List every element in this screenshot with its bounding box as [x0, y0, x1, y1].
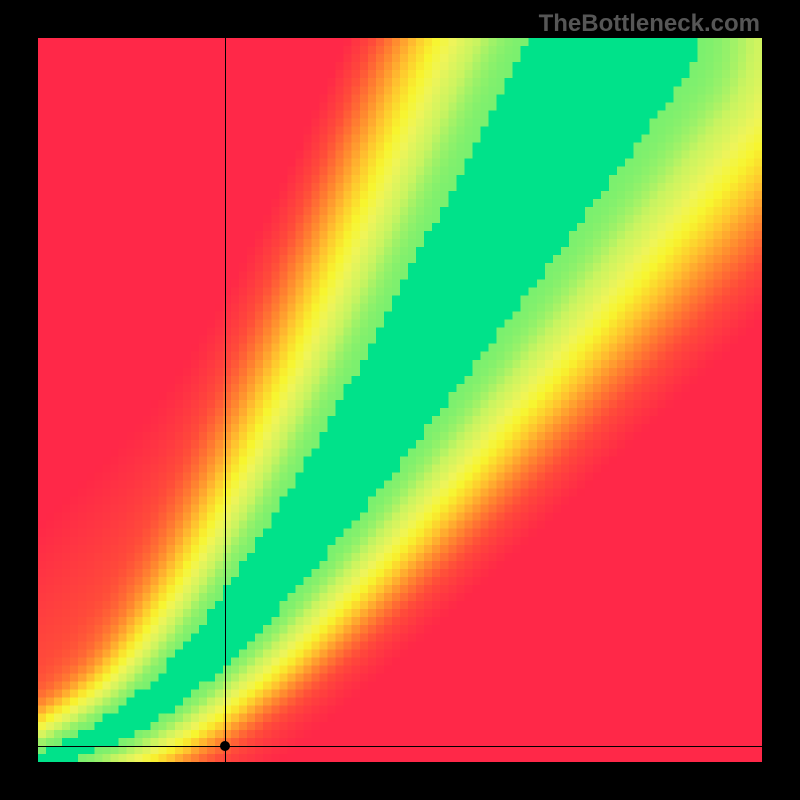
bottleneck-heatmap-canvas — [38, 38, 762, 762]
watermark-text: TheBottleneck.com — [539, 10, 760, 38]
crosshair-vertical-line — [225, 38, 226, 762]
crosshair-marker-dot — [220, 741, 230, 751]
chart-container: TheBottleneck.com — [0, 0, 800, 800]
plot-area — [38, 38, 762, 762]
crosshair-horizontal-line — [38, 746, 762, 747]
